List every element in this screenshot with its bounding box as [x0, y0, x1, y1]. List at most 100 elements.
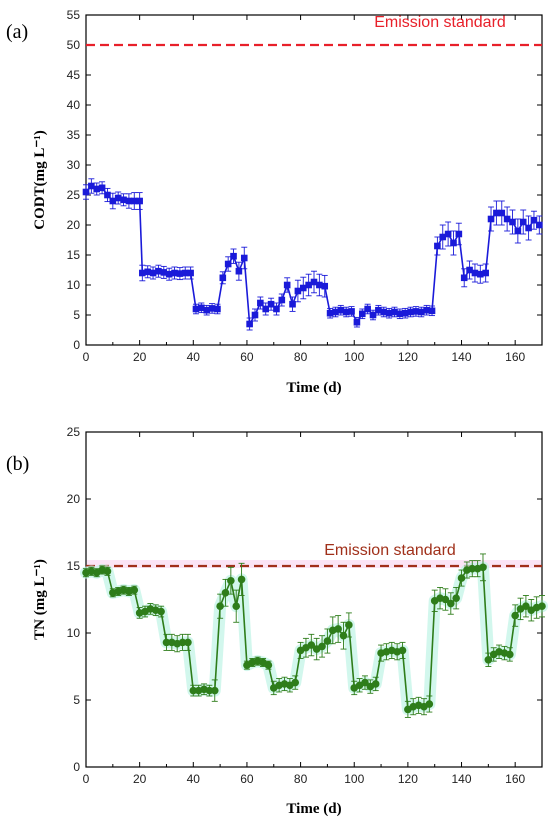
data-point	[227, 576, 235, 585]
y-tick-label: 15	[67, 248, 81, 262]
data-point	[181, 269, 189, 277]
data-point	[203, 306, 211, 314]
data-point	[471, 269, 479, 277]
y-tick-label: 5	[73, 308, 80, 322]
data-point	[219, 274, 227, 282]
y-tick-label: 10	[67, 278, 81, 292]
chart-panel-0: 0 20 40 60 80 100 120 140 160 0 5 10 15 20 25 30 35 40 45 5…	[6, 8, 543, 396]
data-point	[216, 602, 224, 610]
data-point	[205, 686, 214, 695]
data-point	[337, 306, 345, 314]
data-point	[104, 191, 111, 199]
data-point	[425, 700, 434, 708]
data-point	[455, 230, 463, 238]
data-point	[468, 564, 477, 573]
data-point	[93, 185, 101, 193]
data-point	[184, 638, 192, 647]
reference-line-label: Emission standard	[374, 14, 506, 31]
data-point	[171, 269, 178, 277]
data-point	[267, 300, 275, 308]
data-point	[407, 308, 414, 316]
x-tick-label: 120	[398, 350, 418, 364]
data-point	[149, 269, 157, 277]
data-point	[165, 270, 173, 278]
data-point	[240, 254, 248, 262]
data-point	[348, 308, 355, 315]
x-tick-label: 20	[133, 772, 147, 786]
data-point	[278, 296, 286, 304]
data-point	[114, 194, 122, 202]
series-0	[82, 178, 543, 331]
data-point	[125, 197, 133, 205]
data-point	[417, 308, 425, 316]
data-point	[364, 305, 371, 313]
x-tick-label: 100	[344, 350, 364, 364]
x-tick-label: 60	[240, 350, 254, 364]
data-point	[498, 209, 506, 217]
data-point	[484, 656, 493, 664]
data-point	[401, 309, 409, 317]
data-point	[439, 233, 447, 241]
data-point	[538, 602, 546, 610]
data-point	[519, 218, 527, 226]
data-point	[130, 197, 138, 205]
data-point	[109, 197, 117, 205]
data-point	[503, 215, 511, 223]
series-line	[85, 184, 540, 327]
data-point	[479, 563, 487, 572]
data-point	[342, 308, 350, 316]
y-tick-label: 15	[67, 559, 81, 573]
data-point	[103, 567, 112, 576]
data-point	[305, 281, 312, 289]
data-point	[428, 307, 436, 315]
y-tick-label: 35	[67, 128, 81, 142]
data-point	[299, 284, 307, 292]
y-tick-label: 20	[67, 218, 81, 232]
data-point	[289, 300, 296, 308]
data-point	[511, 611, 519, 620]
data-point	[361, 678, 369, 687]
data-point	[323, 637, 332, 645]
data-point	[318, 642, 326, 651]
data-point	[371, 680, 380, 688]
y-tick-label: 25	[67, 425, 81, 439]
x-tick-label: 40	[187, 772, 201, 786]
data-point	[358, 310, 366, 318]
data-point	[326, 309, 334, 317]
x-tick-label: 20	[133, 350, 147, 364]
y-tick-label: 40	[67, 98, 81, 112]
data-point	[136, 197, 143, 205]
data-point	[434, 242, 441, 250]
y-tick-label: 20	[67, 492, 81, 506]
plot-frame	[85, 14, 543, 346]
data-point	[130, 586, 139, 594]
x-axis-label: Time (d)	[286, 380, 341, 396]
data-point	[450, 239, 457, 247]
x-tick-label: 160	[505, 772, 525, 786]
data-point	[369, 311, 377, 319]
data-point	[530, 216, 538, 224]
chart-panel-1: 0 20 40 60 80 100 120 140 160 0 5 10 15 20 25 (b) Time (…	[6, 425, 548, 817]
data-point	[273, 305, 280, 313]
data-point	[412, 308, 420, 315]
data-point	[232, 602, 241, 610]
data-point	[457, 574, 466, 582]
data-point	[385, 309, 393, 317]
data-point	[187, 269, 194, 277]
data-point	[198, 304, 205, 312]
y-tick-label: 30	[67, 158, 81, 172]
data-point	[525, 224, 532, 232]
x-tick-label: 80	[294, 350, 308, 364]
x-tick-label: 100	[344, 772, 364, 786]
y-tick-label: 5	[73, 693, 80, 707]
data-point	[487, 215, 495, 223]
data-point	[224, 260, 232, 268]
data-point	[477, 270, 484, 278]
x-tick-label: 120	[398, 772, 418, 786]
data-point	[221, 589, 230, 597]
data-point	[251, 311, 259, 319]
data-point	[310, 278, 318, 286]
data-point	[139, 269, 146, 277]
data-point	[321, 282, 329, 290]
